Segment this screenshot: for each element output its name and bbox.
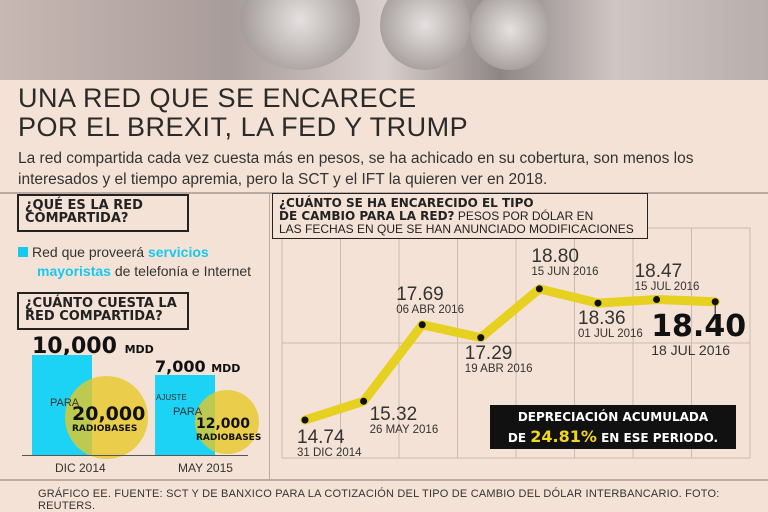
date-label: 18 JUL 2016 (651, 341, 731, 358)
date-label: 15 JUL 2016 (634, 280, 700, 293)
q1-line1: ¿QUÉ ES LA RED (25, 198, 143, 213)
depreciation-callout: DEPRECIACIÓN ACUMULADA DE 24.81% EN ESE … (490, 405, 736, 449)
callout-post: EN ESE PERIODO. (596, 431, 719, 445)
data-label: 14.74 31 DIC 2014 (297, 428, 362, 459)
date-label: 19 ABR 2016 (464, 362, 533, 375)
data-point (360, 397, 368, 405)
series-line (300, 284, 720, 425)
data-label: 15.32 26 MAY 2016 (370, 405, 439, 436)
bar-date-label: MAY 2015 (178, 461, 233, 475)
data-label: 18.40 18 JUL 2016 (651, 308, 747, 358)
data-point (301, 416, 309, 424)
chart-title-box: ¿CUÁNTO SE HA ENCARECIDO EL TIPO DE CAMB… (272, 193, 648, 239)
header-photo (0, 0, 768, 80)
value-label: 18.36 (578, 308, 626, 330)
footer-credits: GRÁFICO EE. FUENTE: SCT Y DE BANXICO PAR… (38, 488, 720, 512)
desc-highlight: mayoristas (37, 263, 111, 279)
data-point (477, 334, 485, 342)
data-label: 17.29 19 ABR 2016 (465, 344, 533, 375)
q2-line1: ¿CUÁNTO CUESTA LA (25, 296, 177, 311)
desc-text: Red que proveerá (32, 244, 148, 260)
radiobases-label: RADIOBASES (196, 433, 262, 443)
callout-line1: DEPRECIACIÓN ACUMULADA (517, 410, 709, 424)
callout-pre: DE (507, 431, 531, 445)
question-what-is-box: ¿QUÉ ES LA RED COMPARTIDA? (17, 194, 189, 232)
callout-percent: 24.81% (530, 427, 597, 446)
para-label: PARA (50, 397, 80, 409)
question-cost-box: ¿CUÁNTO CUESTA LA RED COMPARTIDA? (17, 292, 189, 330)
cyan-square-icon (18, 247, 28, 257)
divider (0, 479, 768, 481)
desc-text: de telefonía e Internet (110, 263, 252, 279)
title-line-2: POR EL BREXIT, LA FED Y TRUMP (18, 112, 469, 142)
value-label: 18.40 (651, 308, 747, 344)
data-point (594, 299, 602, 307)
value-label: 18.47 (634, 260, 683, 282)
bar-amount-2015: 7,000 MDD (155, 357, 241, 376)
page-title: UNA RED QUE SE ENCARECE POR EL BREXIT, L… (18, 84, 468, 142)
bar-axis (22, 455, 248, 456)
radiobases-label: RADIOBASES (72, 424, 138, 434)
subtitle: La red compartida cada vez cuesta más en… (18, 150, 694, 188)
value-label: 15.32 (369, 404, 418, 426)
q1-line2: COMPARTIDA? (25, 211, 129, 226)
data-label: 18.36 01 JUL 2016 (578, 309, 643, 340)
radiobases-2014: 20,000 (72, 403, 146, 425)
date-label: 26 MAY 2016 (369, 424, 439, 437)
bar-amount-2014: 10,000 MDD (32, 334, 154, 359)
date-label: 15 JUN 2016 (531, 265, 599, 278)
data-label: 18.47 15 JUL 2016 (635, 262, 700, 293)
ajuste-label: AJUSTE (156, 393, 187, 402)
chart-subtitle: LAS FECHAS EN QUE SE HAN ANUNCIADO MODIF… (279, 222, 634, 236)
chart-title-line2: DE CAMBIO PARA LA RED? (279, 209, 455, 223)
network-description: Red que proveerá servicios mayoristas de… (18, 243, 251, 281)
data-point (535, 285, 543, 293)
date-label: 06 ABR 2016 (396, 303, 464, 316)
data-label: 18.80 15 JUN 2016 (531, 247, 598, 278)
q2-line2: RED COMPARTIDA? (25, 309, 163, 324)
chart-subtitle: PESOS POR DÓLAR EN (454, 209, 594, 223)
circle-radiobases-2015 (195, 390, 259, 454)
value-label: 17.69 (396, 283, 444, 305)
title-line-1: UNA RED QUE SE ENCARECE (18, 83, 417, 113)
radiobases-2015: 12,000 (196, 416, 251, 432)
data-point (418, 321, 426, 329)
circle-radiobases-2014 (65, 376, 148, 459)
data-point (653, 296, 661, 304)
bar-date-label: DIC 2014 (55, 461, 106, 475)
desc-highlight: servicios (147, 244, 209, 260)
chart-title-line1: ¿CUÁNTO SE HA ENCARECIDO EL TIPO (279, 196, 534, 210)
value-label: 17.29 (464, 342, 513, 364)
date-label: 01 JUL 2016 (578, 328, 643, 341)
value-label: 14.74 (297, 427, 345, 448)
divider (269, 194, 270, 479)
data-label: 17.69 06 ABR 2016 (396, 285, 464, 316)
value-label: 18.80 (531, 245, 579, 267)
para-label: PARA (173, 406, 203, 418)
date-label: 31 DIC 2014 (297, 447, 362, 459)
